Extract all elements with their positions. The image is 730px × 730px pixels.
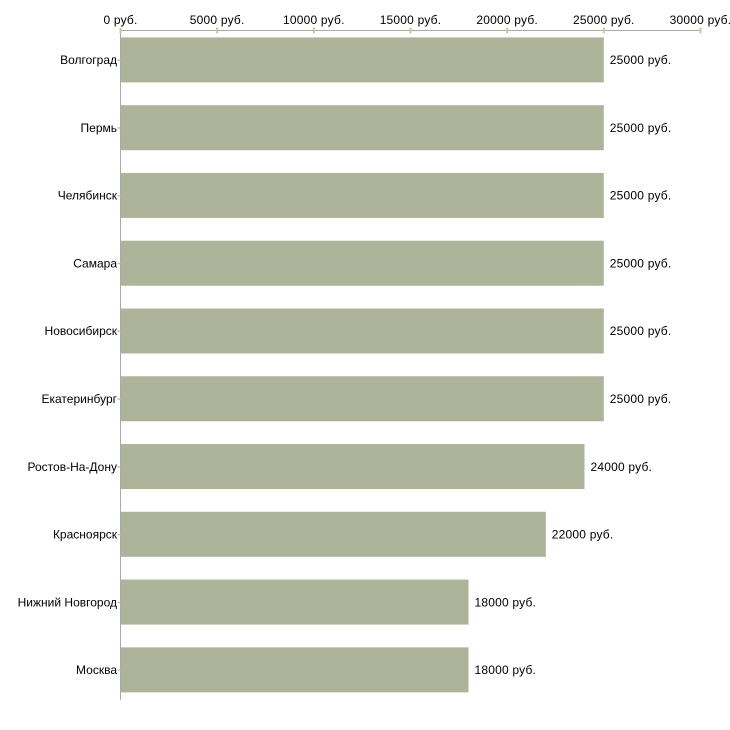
svg-text:30000 руб.: 30000 руб. (670, 13, 730, 27)
svg-text:Новосибирск: Новосибирск (45, 324, 118, 338)
svg-text:25000 руб.: 25000 руб. (573, 13, 635, 27)
svg-text:22000 руб.: 22000 руб. (552, 528, 614, 542)
svg-text:18000 руб.: 18000 руб. (474, 595, 536, 609)
svg-text:5000 руб.: 5000 руб. (190, 13, 245, 27)
svg-text:25000 руб.: 25000 руб. (610, 189, 672, 203)
svg-text:Волгоград: Волгоград (60, 53, 117, 67)
svg-text:25000 руб.: 25000 руб. (610, 256, 672, 270)
svg-text:15000 руб.: 15000 руб. (380, 13, 442, 27)
svg-text:18000 руб.: 18000 руб. (474, 663, 536, 677)
svg-text:Пермь: Пермь (81, 121, 117, 135)
svg-text:Красноярск: Красноярск (53, 528, 118, 542)
svg-text:10000 руб.: 10000 руб. (283, 13, 345, 27)
svg-text:25000 руб.: 25000 руб. (610, 324, 672, 338)
svg-text:25000 руб.: 25000 руб. (610, 53, 672, 67)
svg-text:Ростов-На-Дону: Ростов-На-Дону (28, 460, 117, 474)
svg-text:20000 руб.: 20000 руб. (476, 13, 538, 27)
svg-text:24000 руб.: 24000 руб. (590, 460, 652, 474)
svg-text:Москва: Москва (76, 663, 117, 677)
svg-text:Екатеринбург: Екатеринбург (42, 392, 118, 406)
svg-text:25000 руб.: 25000 руб. (610, 392, 672, 406)
svg-text:Челябинск: Челябинск (58, 189, 118, 203)
svg-text:25000 руб.: 25000 руб. (610, 121, 672, 135)
svg-text:Самара: Самара (73, 256, 117, 270)
svg-text:Нижний Новгород: Нижний Новгород (18, 595, 117, 609)
svg-text:0 руб.: 0 руб. (103, 13, 137, 27)
